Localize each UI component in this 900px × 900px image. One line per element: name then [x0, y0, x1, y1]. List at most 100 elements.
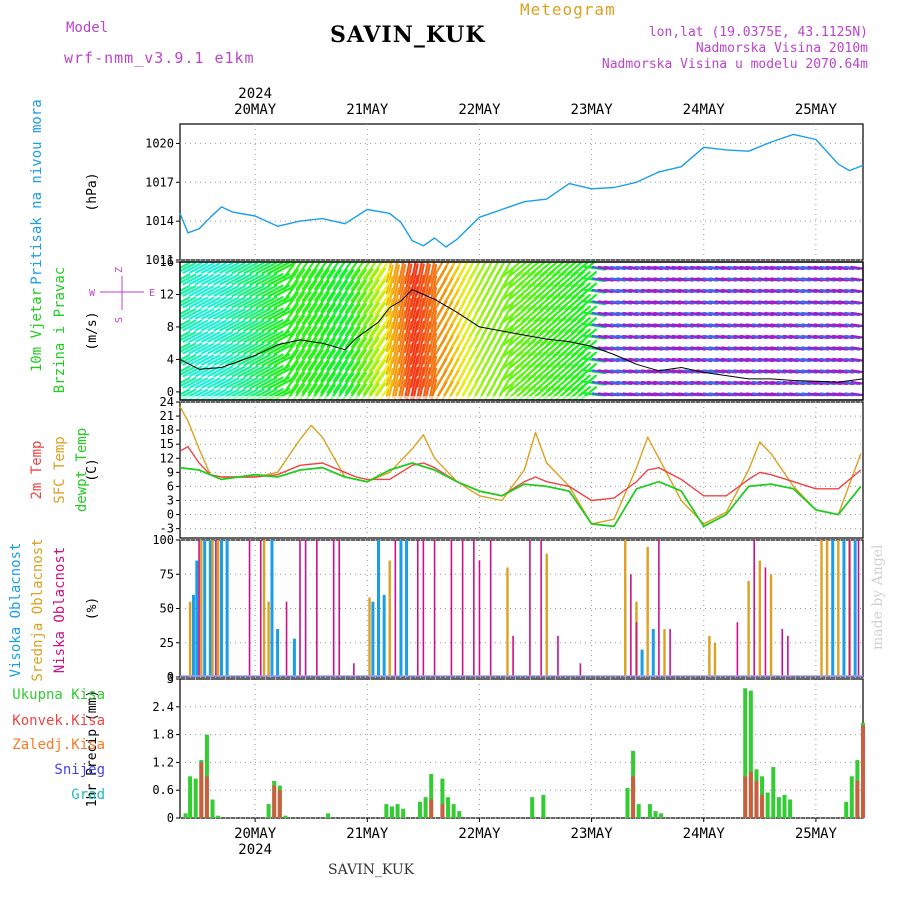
wind-arrow: [213, 308, 233, 320]
wind-arrow: [182, 377, 203, 389]
wind-arrow: [508, 362, 530, 381]
wind-arrow: [273, 284, 297, 298]
precip-bar: [423, 797, 428, 818]
top-day-label: 22MAY: [458, 102, 501, 118]
cloud-bar: [658, 540, 660, 677]
precip-bar: [625, 787, 630, 818]
wind-arrow: [201, 262, 221, 274]
wind-legend-line1: 10m Vjetar: [29, 288, 45, 372]
wind-arrow: [428, 262, 436, 284]
wind-arrow: [255, 307, 278, 321]
wind-arrow: [391, 262, 399, 284]
high-cloud-legend: Visoka Oblacnost: [8, 543, 24, 678]
wind-arrow: [374, 278, 393, 304]
wind-arrow: [213, 354, 233, 366]
wind-arrow: [225, 296, 246, 309]
cloud-bar: [422, 540, 425, 677]
wind-arrow: [243, 284, 265, 298]
wind-arrow: [332, 326, 348, 348]
wind-arrow: [403, 286, 413, 319]
wind-arrow: [307, 314, 324, 337]
wind-arrow: [344, 349, 361, 371]
wind-arrow: [416, 355, 425, 388]
bottom-year-label: 2024: [238, 842, 272, 858]
wind-arrow: [391, 275, 401, 307]
wind-arrow: [320, 268, 336, 291]
wind-arrow: [410, 320, 419, 354]
y-tick-label: 1011: [145, 253, 174, 267]
wind-arrow: [273, 353, 297, 367]
wind-arrow: [219, 296, 240, 309]
wind-arrow: [188, 285, 209, 297]
wind-arrow: [368, 279, 386, 303]
precip-bar: [389, 806, 394, 818]
cloud-bar: [450, 540, 453, 677]
wind-arrow: [440, 380, 454, 400]
wind-arrow: [261, 307, 284, 321]
wind-arrow: [219, 377, 240, 389]
wind-arrow: [267, 365, 290, 378]
cloud-bar: [316, 540, 318, 677]
cloud-bar: [433, 540, 436, 677]
bottom-day-label: 20MAY: [234, 826, 277, 842]
wind-arrow: [428, 355, 438, 388]
wind-arrow: [201, 296, 221, 309]
wind-arrow: [292, 383, 306, 400]
precip-bar: [636, 804, 641, 818]
wind-arrow: [397, 309, 407, 342]
wind-arrow: [314, 268, 330, 291]
wind-arrow: [391, 310, 401, 341]
cloud-bar: [669, 629, 671, 677]
wind-arrow: [326, 269, 342, 290]
wind-arrow: [416, 320, 425, 354]
precip-bar: [204, 776, 209, 818]
wind-arrow: [508, 339, 530, 358]
wind-arrow: [326, 338, 342, 359]
wind-arrow: [422, 344, 431, 376]
wind-arrow: [231, 365, 252, 378]
wind-arrow: [368, 359, 386, 384]
wind-arrow: [201, 285, 221, 297]
wind-arrow: [508, 282, 530, 300]
wind-arrow: [374, 290, 393, 315]
wind-arrow: [428, 321, 438, 353]
precip-bar: [748, 771, 753, 818]
wind-base-strip: [180, 396, 863, 399]
precip-bar: [210, 799, 215, 818]
panel-frame: [179, 123, 864, 261]
wind-arrow: [508, 374, 530, 392]
wind-arrow: [362, 267, 380, 292]
dewpoint-line: [179, 462, 862, 528]
y-tick-label: 75: [160, 567, 174, 581]
bottom-day-label: 21MAY: [346, 826, 389, 842]
precip-bar: [776, 797, 781, 818]
wind-arrow: [344, 360, 361, 383]
wind-arrows: [180, 262, 863, 400]
cloud-bar: [769, 574, 773, 677]
cloud-bar: [478, 560, 481, 677]
wind-speed-line: [179, 289, 864, 383]
wind-arrow: [219, 273, 240, 286]
wind-arrow: [416, 366, 425, 400]
wind-arrow: [231, 342, 252, 355]
wind-arrow: [243, 330, 265, 344]
cloud-bar: [630, 574, 632, 677]
wind-arrow: [188, 377, 209, 389]
cloud-bar: [646, 546, 649, 677]
wind-arrow: [332, 372, 348, 394]
cloud-bar: [529, 540, 531, 677]
wind-arrow: [307, 372, 324, 394]
wind-arrow: [231, 285, 252, 297]
panel-side-labels: Pritisak na nivou mora 10m Vjetar Brzina i…: [8, 99, 155, 803]
wind-arrow: [385, 310, 394, 341]
wind-arrow: [338, 361, 355, 382]
wind-arrow: [188, 342, 209, 355]
wind-arrow: [446, 381, 460, 400]
wind-arrow: [350, 268, 367, 291]
cloud-bar: [545, 553, 548, 677]
wind-arrow: [180, 342, 191, 350]
wind-arrow: [298, 383, 312, 400]
wind-arrow: [314, 314, 330, 337]
precip-bar: [216, 815, 221, 818]
wind-arrow: [249, 296, 271, 309]
